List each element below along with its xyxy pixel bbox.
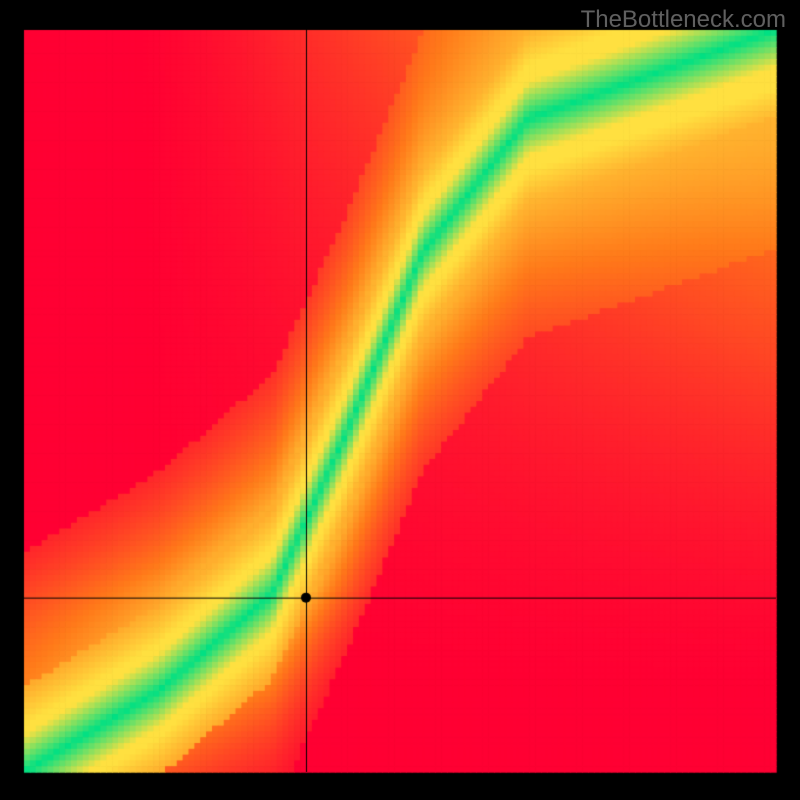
chart-container: TheBottleneck.com bbox=[0, 0, 800, 800]
watermark-text: TheBottleneck.com bbox=[581, 6, 786, 34]
bottleneck-heatmap bbox=[0, 0, 800, 800]
